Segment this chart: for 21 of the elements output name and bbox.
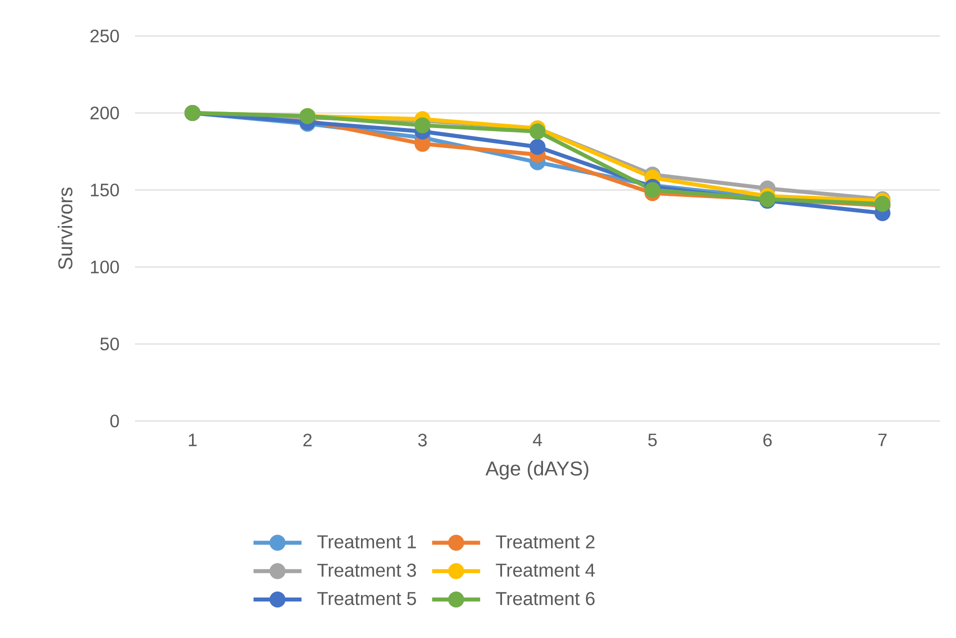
y-tick-label: 200: [90, 106, 119, 120]
legend-label: Treatment 2: [496, 535, 594, 548]
y-tick-label: 150: [90, 184, 119, 196]
legend-label: Treatment 3: [317, 564, 416, 577]
y-tick-label: 0: [110, 414, 119, 428]
legend-label: Treatment 5: [317, 592, 416, 606]
x-tick-label: 2: [303, 434, 312, 446]
y-tick-label: 250: [90, 30, 119, 42]
x-tick-label: 5: [648, 434, 657, 446]
y-axis-title: Survivors: [58, 188, 72, 270]
x-tick-label: 4: [532, 434, 542, 446]
x-tick-label: 1: [188, 434, 197, 446]
x-tick-label: 6: [763, 434, 772, 446]
x-tick-label: 3: [418, 434, 427, 446]
y-tick-label: 50: [100, 338, 119, 350]
y-tick-label: 100: [90, 260, 119, 274]
x-axis-title: Age (dAYS): [485, 460, 588, 480]
legend-label: Treatment 4: [496, 564, 595, 577]
legend-label: Treatment 1: [317, 535, 416, 548]
x-tick-label: 7: [878, 434, 887, 446]
legend-label: Treatment 6: [496, 592, 595, 606]
